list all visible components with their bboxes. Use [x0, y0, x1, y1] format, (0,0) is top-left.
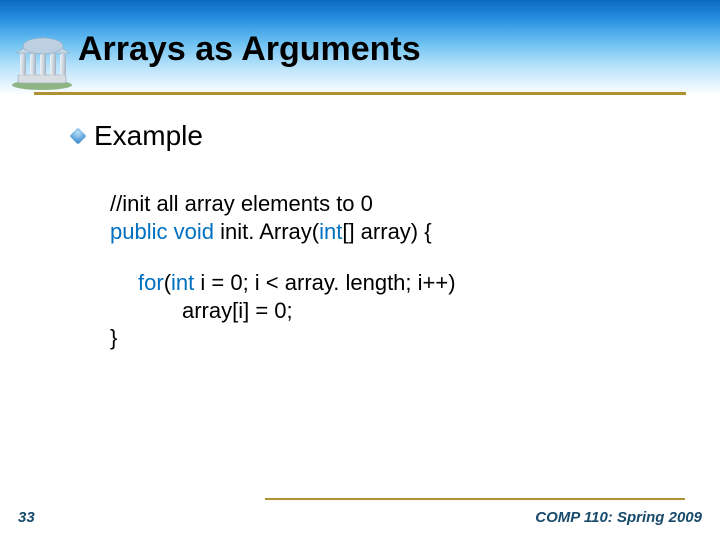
code-sig-mid: init. Array( [214, 219, 319, 244]
content-area: Example //init all array elements to 0 p… [72, 120, 690, 352]
code-for-body: i = 0; i < array. length; i++) [194, 270, 455, 295]
code-close-brace: } [110, 324, 690, 352]
keyword-public-void: public void [110, 219, 214, 244]
bullet-item: Example [72, 120, 690, 152]
code-comment: //init all array elements to 0 [110, 190, 690, 218]
code-signature: public void init. Array(int[] array) { [110, 218, 690, 246]
title-divider [34, 92, 686, 95]
code-block: //init all array elements to 0 public vo… [110, 190, 690, 352]
course-footer: COMP 110: Spring 2009 [535, 509, 702, 526]
code-stmt: array[i] = 0; [110, 297, 690, 325]
code-for-open: ( [164, 270, 171, 295]
code-for-line: for(int i = 0; i < array. length; i++) [110, 269, 690, 297]
code-sig-end: [] array) { [342, 219, 431, 244]
footer-divider [265, 498, 685, 501]
slide-number: 33 [18, 509, 35, 526]
keyword-int: int [319, 219, 342, 244]
diamond-bullet-icon [72, 130, 84, 142]
keyword-int-2: int [171, 270, 194, 295]
bullet-text: Example [94, 120, 203, 152]
keyword-for: for [138, 270, 164, 295]
logo-icon [10, 35, 75, 95]
slide-title: Arrays as Arguments [78, 30, 421, 69]
